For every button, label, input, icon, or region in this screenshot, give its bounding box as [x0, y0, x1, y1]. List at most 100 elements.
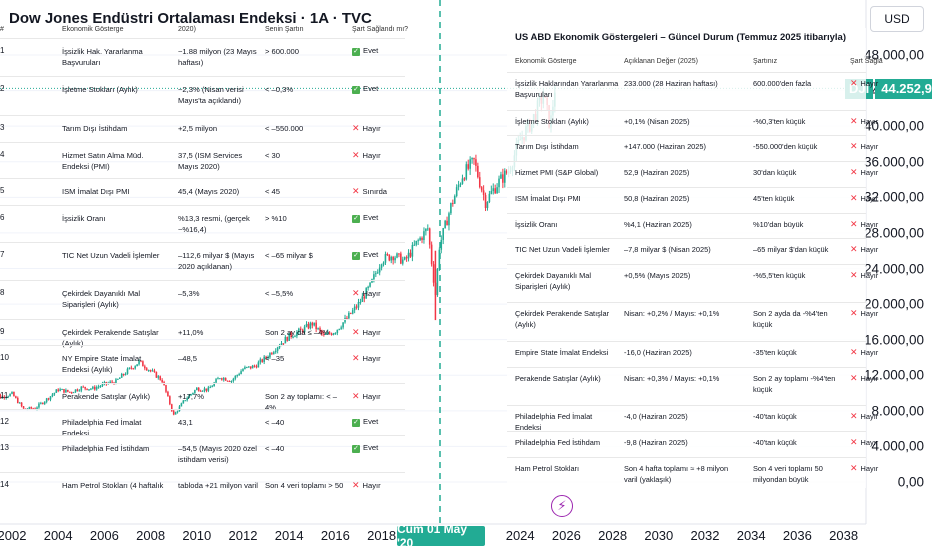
candle-body	[61, 389, 63, 391]
status-text: Evet	[363, 443, 379, 452]
candle-body	[505, 170, 508, 174]
condition-status: ✓ Evet	[352, 84, 378, 94]
indicator-condition: Son 2 ay toplamı: < –4%	[265, 392, 337, 412]
candle-body	[105, 381, 108, 384]
indicator-value: 37,5 (ISM Services Mayıs 2020)	[178, 151, 243, 171]
condition-status: ✕ Hayır	[850, 78, 878, 89]
candle-body	[411, 245, 414, 257]
row-divider	[0, 205, 405, 206]
status-text: Hayır	[860, 245, 879, 254]
row-divider	[507, 213, 866, 214]
status-text: Hayır	[860, 309, 879, 318]
candle-body	[51, 394, 54, 397]
candle-body	[396, 253, 398, 258]
indicator-value: ~1.88 milyon (23 Mayıs haftası)	[178, 47, 257, 67]
candle-body	[382, 262, 385, 265]
time-tick-label: 2036	[782, 528, 812, 543]
right-table-title: US ABD Ekonomik Göstergeleri – Güncel Du…	[515, 32, 847, 43]
indicator-value: 50,8 (Haziran 2025)	[624, 194, 690, 203]
candle-body	[130, 367, 133, 369]
candle-body	[274, 350, 277, 353]
candle-body	[504, 170, 506, 183]
candle-body	[134, 366, 136, 369]
status-text: Hayır	[860, 464, 879, 473]
row-divider	[0, 472, 405, 473]
indicator-name: ISM İmalat Dışı PMI	[515, 194, 581, 203]
candle-body	[465, 164, 468, 180]
check-icon: ✓	[352, 86, 360, 94]
candle-body	[192, 392, 194, 395]
candle-body	[138, 360, 140, 365]
candle-body	[409, 252, 412, 257]
indicator-condition: 600.000'den fazla	[753, 79, 812, 88]
indicator-value: +147.000 (Haziran 2025)	[624, 142, 706, 151]
currency-button[interactable]: USD	[870, 6, 924, 32]
time-tick-label: 2028	[598, 528, 628, 543]
candle-body	[38, 403, 40, 408]
candle-body	[421, 237, 423, 241]
candle-body	[188, 395, 190, 399]
candle-body	[419, 237, 421, 241]
candle-body	[457, 184, 460, 188]
candle-body	[378, 267, 381, 273]
candle-body	[405, 257, 408, 259]
condition-status: ✕ Hayır	[352, 480, 381, 491]
candle-body	[246, 366, 248, 368]
indicator-name: Çekirdek Perakende Satışlar (Aylık)	[515, 309, 610, 329]
condition-status: ✕ Hayır	[850, 116, 878, 127]
candle-body	[244, 367, 246, 370]
candle-body	[386, 254, 389, 256]
candle-body	[480, 187, 483, 191]
candle-body	[42, 402, 44, 404]
candle-body	[428, 228, 431, 245]
candle-body	[342, 322, 344, 328]
time-axis[interactable]: 2002 2004 2006 2008 2010 2012 2014 2016 2018 2024…	[0, 524, 866, 550]
status-text: Hayır	[362, 124, 381, 133]
candle-body	[180, 403, 183, 407]
candle-body	[298, 328, 300, 333]
chart-title: Dow Jones Endüstri Ortalaması Endeksi · …	[6, 9, 375, 28]
candle-body	[142, 361, 144, 367]
indicator-value: +17,7%	[178, 392, 204, 401]
condition-status: ✓ Evet	[352, 417, 378, 427]
lightning-icon[interactable]: ⚡	[551, 495, 573, 517]
row-divider	[507, 431, 866, 432]
candle-body	[494, 188, 496, 194]
indicator-value: Nisan: +0,2% / Mayıs: +0,1%	[624, 309, 720, 318]
candle-body	[78, 390, 81, 392]
candle-body	[261, 359, 264, 362]
row-number: 2	[0, 84, 5, 93]
indicator-name: Tarım Dışı İstihdam	[515, 142, 579, 151]
candle-body	[475, 159, 477, 166]
candle-body	[34, 408, 36, 410]
candle-body	[369, 282, 371, 287]
candle-body	[469, 159, 471, 169]
candle-body	[296, 332, 298, 337]
row-number: 6	[0, 213, 5, 222]
indicator-condition: Son 4 veri toplamı > 50	[265, 481, 344, 490]
indicator-value: 233.000 (28 Haziran haftası)	[624, 79, 718, 88]
time-tick-label: 2018	[367, 528, 397, 543]
indicator-value: -9,8 (Haziran 2025)	[624, 438, 688, 447]
candle-body	[355, 306, 358, 308]
candle-body	[221, 378, 223, 380]
status-text: Evet	[363, 417, 379, 426]
row-number: 11	[0, 391, 9, 400]
right-header-indicator: Ekonomik Gösterge	[515, 58, 577, 65]
candle-body	[45, 398, 48, 402]
candle-body	[375, 273, 377, 275]
candle-body	[232, 378, 235, 381]
cross-icon: ✕	[850, 437, 858, 447]
candle-body	[271, 353, 273, 355]
candle-body	[72, 392, 75, 394]
candle-body	[159, 376, 162, 380]
candle-body	[172, 410, 175, 415]
indicator-value: %4,1 (Haziran 2025)	[624, 220, 692, 229]
candle-body	[169, 396, 171, 405]
condition-status: ✕ Hayır	[850, 219, 878, 230]
candle-body	[473, 158, 475, 160]
indicator-value: –7,8 milyar $ (Nisan 2025)	[624, 245, 711, 254]
candle-body	[340, 327, 342, 329]
price-tick-label: 36.000,00	[863, 154, 924, 170]
